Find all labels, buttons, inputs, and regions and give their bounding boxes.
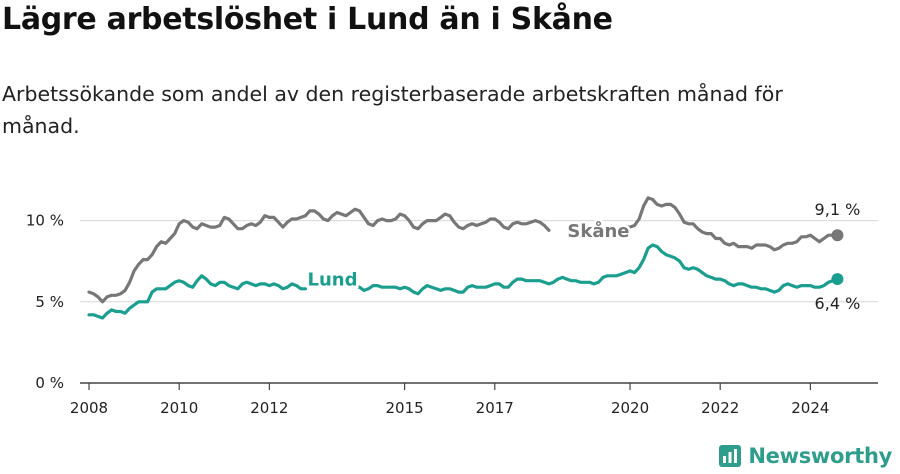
y-tick-label: 10 % [26,212,64,230]
grid-layer [80,220,878,303]
end-point-skane [831,229,844,242]
x-tick-label: 2015 [386,399,424,417]
end-point-lund [831,273,844,286]
series-layer [87,196,844,320]
chart-title: Lägre arbetslöshet i Lund än i Skåne [2,2,613,37]
end-value-label-lund: 6,4 % [815,294,861,313]
brand-logo: Newsworthy [718,444,892,468]
x-tick-label: 2008 [70,399,108,417]
y-tick-label: 5 % [35,293,64,311]
x-tick-label: 2024 [791,399,829,417]
series-line-skane [623,196,839,252]
axis-layer: 0 % 5 % 10 % 2008 2010 2012 2015 2017 2020 2022 20… [26,212,878,417]
label-layer: Skåne Lund 9,1 % 6,4 % [305,200,861,313]
chart-subtitle: Arbetssökande som andel av den registerb… [2,82,783,138]
newsworthy-logo-icon [719,445,742,467]
series-line-lund [353,243,839,296]
series-label-skane: Skåne [567,220,629,242]
x-tick-label: 2010 [160,399,198,417]
series-label-lund: Lund [307,270,357,291]
x-tick-label: 2020 [611,399,649,417]
x-tick-label: 2022 [701,399,739,417]
end-value-label-skane: 9,1 % [815,200,861,219]
brand-name: Newsworthy [748,444,892,468]
y-tick-label: 0 % [35,374,64,392]
x-tick-label: 2012 [250,399,288,417]
x-tick-label: 2017 [476,399,514,417]
series-line-skane [87,207,551,304]
series-line-lund [87,274,307,320]
